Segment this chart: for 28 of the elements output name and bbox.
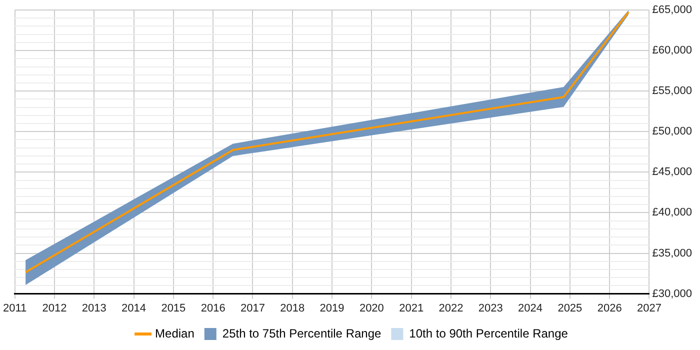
x-tick-label: 2021 (399, 302, 424, 314)
x-tick-label: 2012 (42, 302, 67, 314)
x-tick-label: 2017 (240, 302, 265, 314)
x-tick-label: 2022 (438, 302, 464, 314)
x-tick-label: 2024 (518, 302, 543, 314)
y-tick-label: £35,000 (652, 247, 692, 260)
y-tick-label: £30,000 (652, 288, 692, 300)
y-tick-label: £55,000 (652, 85, 692, 98)
y-tick-label: £60,000 (652, 44, 692, 57)
x-tick-label: 2019 (320, 302, 344, 314)
x-tick-label: 2027 (636, 302, 662, 314)
legend-label: 25th to 75th Percentile Range (222, 326, 382, 340)
y-tick-label: £50,000 (652, 126, 692, 138)
x-tick-label: 2026 (597, 302, 622, 314)
x-tick-label: 2023 (478, 302, 503, 314)
y-tick-label: £65,000 (652, 4, 692, 16)
x-tick-label: 2011 (3, 302, 27, 314)
y-tick-label: £45,000 (652, 166, 692, 178)
legend-label: 10th to 90th Percentile Range (409, 326, 568, 340)
x-tick-label: 2016 (200, 302, 226, 314)
x-tick-label: 2025 (558, 302, 582, 314)
legend-label: Median (155, 326, 194, 340)
y-tick-label: £40,000 (652, 206, 692, 219)
x-tick-label: 2013 (82, 302, 106, 314)
x-tick-label: 2015 (161, 302, 186, 314)
x-tick-label: 2018 (280, 302, 305, 314)
x-tick-label: 2014 (122, 302, 146, 314)
x-tick-label: 2020 (359, 302, 384, 314)
